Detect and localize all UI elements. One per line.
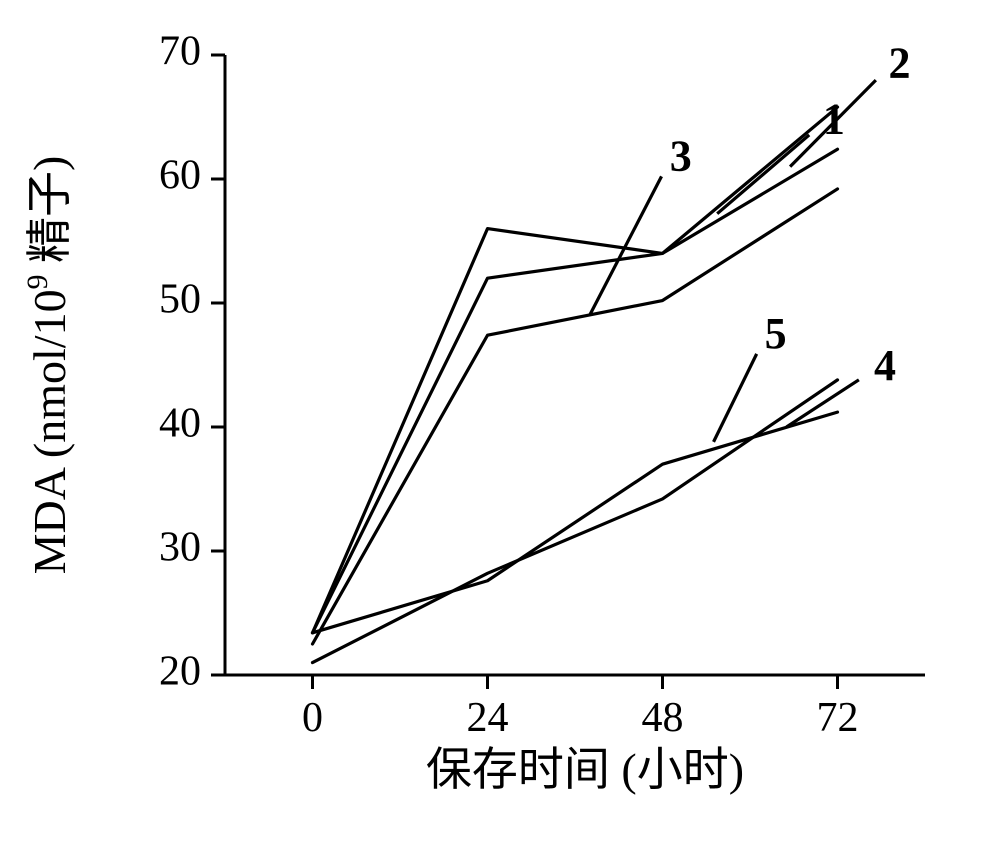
series-label-s3: 3 <box>670 131 692 180</box>
y-tick-label: 60 <box>159 153 201 199</box>
series-s1 <box>313 107 838 633</box>
y-tick-label: 40 <box>159 401 201 447</box>
x-axis-label: 保存时间 (小时) <box>426 744 744 795</box>
series-s2 <box>313 149 838 633</box>
x-tick-label: 24 <box>467 695 509 741</box>
labels-group: 保存时间 (小时) MDA (nmol/109 精子) 12 3 4 5 <box>21 38 911 795</box>
y-tick-label: 20 <box>159 649 201 695</box>
x-tick-label: 72 <box>817 695 859 741</box>
axes: 2030405060700244872 <box>159 29 925 741</box>
series-s4 <box>313 412 838 633</box>
series-s3 <box>313 189 838 644</box>
series-group <box>313 107 838 663</box>
y-tick-label: 30 <box>159 525 201 571</box>
x-tick-label: 48 <box>642 695 684 741</box>
series-label-s2: 2 <box>889 38 911 87</box>
mda-line-chart: 2030405060700244872 保存时间 (小时)MDA (nmol/1… <box>0 0 1000 846</box>
leader-s4 <box>786 380 858 427</box>
series-label-s1: 1 <box>823 94 845 143</box>
series-label-s5: 5 <box>765 309 787 358</box>
leader-s5 <box>714 354 757 442</box>
chart-svg: 2030405060700244872 保存时间 (小时)MDA (nmol/1… <box>0 0 1000 846</box>
y-axis-label: MDA (nmol/109 精子) <box>21 156 75 575</box>
series-label-s4: 4 <box>874 341 896 390</box>
x-tick-label: 0 <box>302 695 323 741</box>
y-tick-label: 50 <box>159 277 201 323</box>
y-tick-label: 70 <box>159 29 201 75</box>
axis-frame <box>225 55 925 675</box>
